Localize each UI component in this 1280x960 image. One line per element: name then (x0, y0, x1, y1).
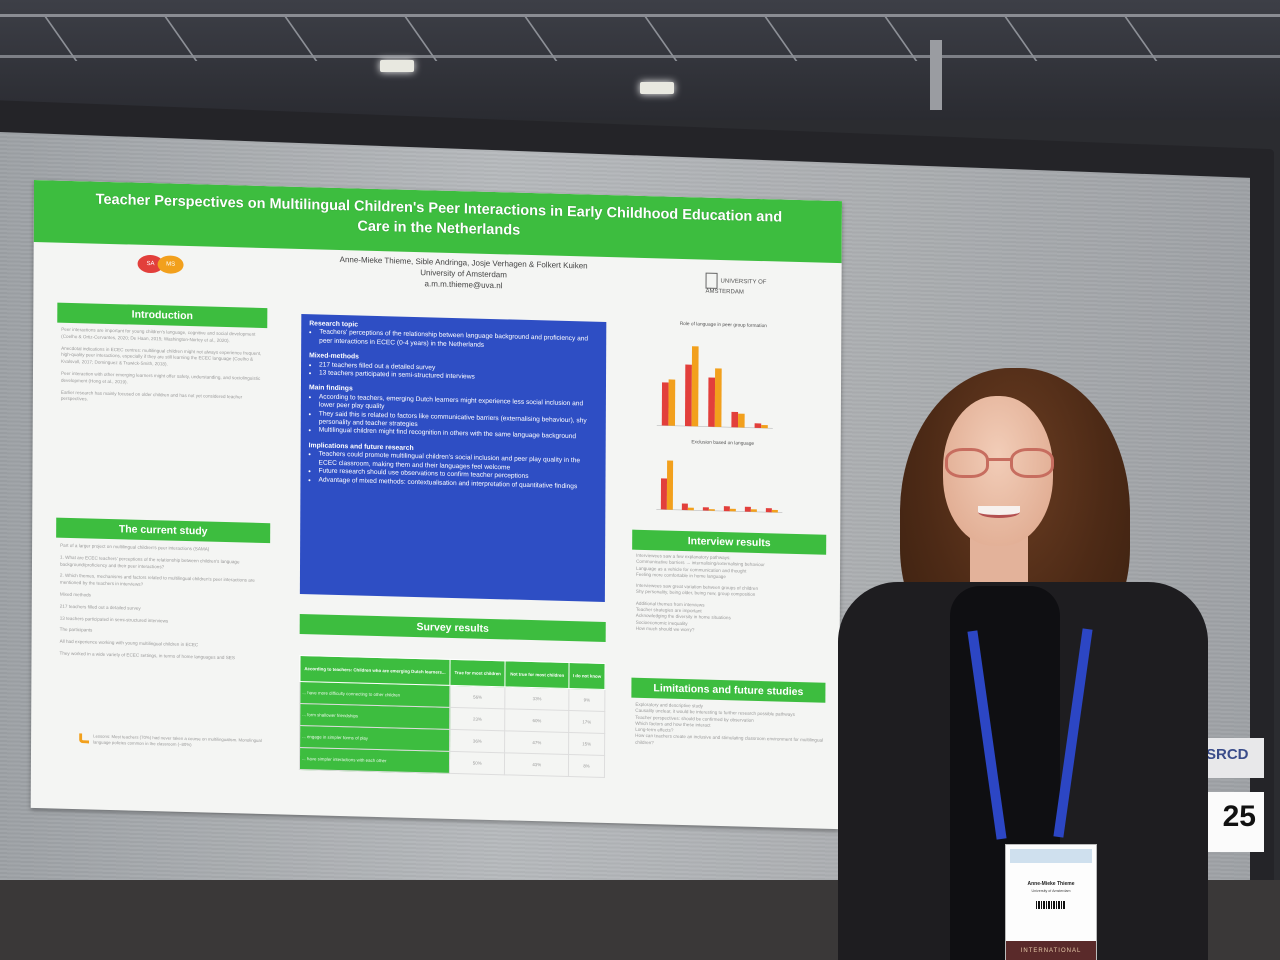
table-cell: 43% (504, 752, 569, 777)
table-cell: 8% (568, 754, 605, 778)
table-cell: 17% (568, 710, 605, 734)
introduction-paragraph: Peer interaction with other emerging lea… (60, 370, 261, 385)
chart-bar (744, 506, 751, 512)
chart-bar (708, 509, 715, 511)
chart-svg (656, 460, 783, 513)
poster-header: Teacher Perspectives on Multilingual Chi… (33, 180, 842, 309)
limitations-heading: Limitations and future studies (631, 677, 826, 703)
poster-authors: Anne-Mieke Thieme, Sible Andringa, Josje… (283, 253, 643, 295)
table-header: Not true for most children (505, 660, 570, 689)
table-cell: 33% (505, 686, 569, 711)
current-study-text: Part of a larger project on multilingual… (59, 543, 268, 668)
name-badge: Anne-Mieke Thieme University of Amsterda… (1005, 844, 1097, 960)
survey-results-heading: Survey results (299, 613, 606, 642)
bracket-icon (79, 733, 90, 744)
badge-header (1010, 849, 1092, 863)
table-header: According to teachers: Children who are … (299, 655, 451, 686)
chart-bar (684, 364, 692, 427)
glasses-bridge (988, 458, 1012, 461)
survey-table: According to teachers: Children who are … (299, 655, 606, 778)
introduction-text: Peer interactions are important for youn… (61, 327, 265, 414)
srcd-sign: SRCD (1200, 738, 1264, 778)
lessons-note: Lessons: Most teachers (70%) had never t… (71, 733, 271, 778)
study-paragraph: 1. What are ECEC teachers' perceptions o… (59, 554, 240, 570)
chart-bar (668, 379, 676, 426)
chart-bar (754, 423, 762, 429)
introduction-heading: Introduction (57, 302, 268, 329)
current-study-heading: The current study (56, 517, 271, 544)
study-paragraph: All had experience working with young mu… (59, 638, 199, 648)
glasses-icon (1010, 448, 1054, 478)
chart-bar (666, 460, 674, 510)
chart-bar (729, 508, 736, 512)
interview-results-heading: Interview results (632, 529, 827, 555)
study-paragraph: 13 teachers participated in semi-structu… (59, 615, 169, 624)
ceiling-light (380, 60, 414, 72)
chart-bar (761, 424, 768, 429)
chart-svg (656, 346, 773, 429)
study-paragraph: The participants (59, 627, 93, 633)
badge-affiliation: University of Amsterdam (1031, 889, 1071, 893)
introduction-paragraph: Anecdotal indications in ECEC centres: m… (61, 345, 262, 367)
table-cell: 47% (504, 730, 569, 755)
chart-exclusion: Exclusion based on language (632, 439, 812, 524)
project-logo: MS (157, 255, 184, 274)
badge-name: Anne-Mieke Thieme (1027, 881, 1075, 887)
study-paragraph: They worked in a wide variety of ECEC se… (59, 650, 235, 661)
table-header: I do not know (568, 662, 606, 690)
chart-bar (723, 506, 730, 512)
ceiling-pole (930, 40, 942, 110)
study-paragraph: 2. Which themes, mechanisms and factors … (59, 573, 255, 588)
table-cell: 56% (449, 685, 506, 709)
table-cell: ... have simpler interactions with each … (299, 747, 450, 774)
study-paragraph: Mixed methods (59, 591, 92, 598)
chart-bar (765, 508, 772, 513)
chart-bar (687, 507, 694, 511)
introduction-paragraph: Peer interactions are important for youn… (61, 326, 256, 343)
introduction-paragraph: Earlier research has mainly focused on o… (60, 389, 243, 402)
table-cell: 9% (568, 688, 605, 712)
chart-bar (681, 503, 688, 511)
table-header: True for most children (449, 659, 506, 687)
chart-bar (750, 509, 757, 512)
table-cell: 23% (449, 707, 506, 731)
interview-results-text: Interviewees saw a few explanatory pathw… (636, 553, 826, 637)
chart-bar (660, 478, 668, 510)
chart-bar (661, 382, 669, 426)
study-paragraph: Part of a larger project on multilingual… (60, 542, 210, 552)
chart-bar (691, 346, 699, 427)
chart-bar (714, 368, 722, 428)
chart-bar (737, 413, 745, 428)
poster-number: 25 (1200, 792, 1264, 852)
lessons-note-text: Lessons: Most teachers (70%) had never t… (93, 733, 262, 748)
table-cell: 60% (505, 708, 569, 733)
badge-footer: INTERNATIONAL (1006, 941, 1096, 960)
presenter: Anne-Mieke Thieme University of Amsterda… (830, 360, 1230, 960)
chart-bar (702, 507, 709, 511)
table-cell: 36% (449, 729, 506, 753)
table-cell: 50% (449, 751, 505, 775)
university-logo: UNIVERSITY OF AMSTERDAM (705, 272, 785, 296)
x-axis (656, 508, 783, 513)
ceiling (0, 0, 1280, 120)
key-points-box: Research topic Teachers' perceptions of … (299, 314, 607, 602)
ceiling-light (640, 82, 674, 94)
glasses-icon (945, 448, 989, 478)
table-cell: 15% (568, 732, 605, 756)
crest-icon (705, 272, 718, 289)
presenter-smile (978, 506, 1020, 518)
research-poster: Teacher Perspectives on Multilingual Chi… (30, 180, 842, 830)
study-paragraph: 217 teachers filled out a detailed surve… (59, 603, 141, 611)
chart-peer-group-formation: Role of language in peer group formation (633, 321, 814, 441)
barcode-icon (1036, 901, 1066, 909)
chart-bar (771, 509, 778, 513)
chart-bar (731, 411, 739, 428)
chart-bar (708, 377, 716, 427)
limitations-text: Exploratory and descriptive study Causal… (635, 702, 825, 751)
ceiling-truss (0, 14, 1280, 58)
